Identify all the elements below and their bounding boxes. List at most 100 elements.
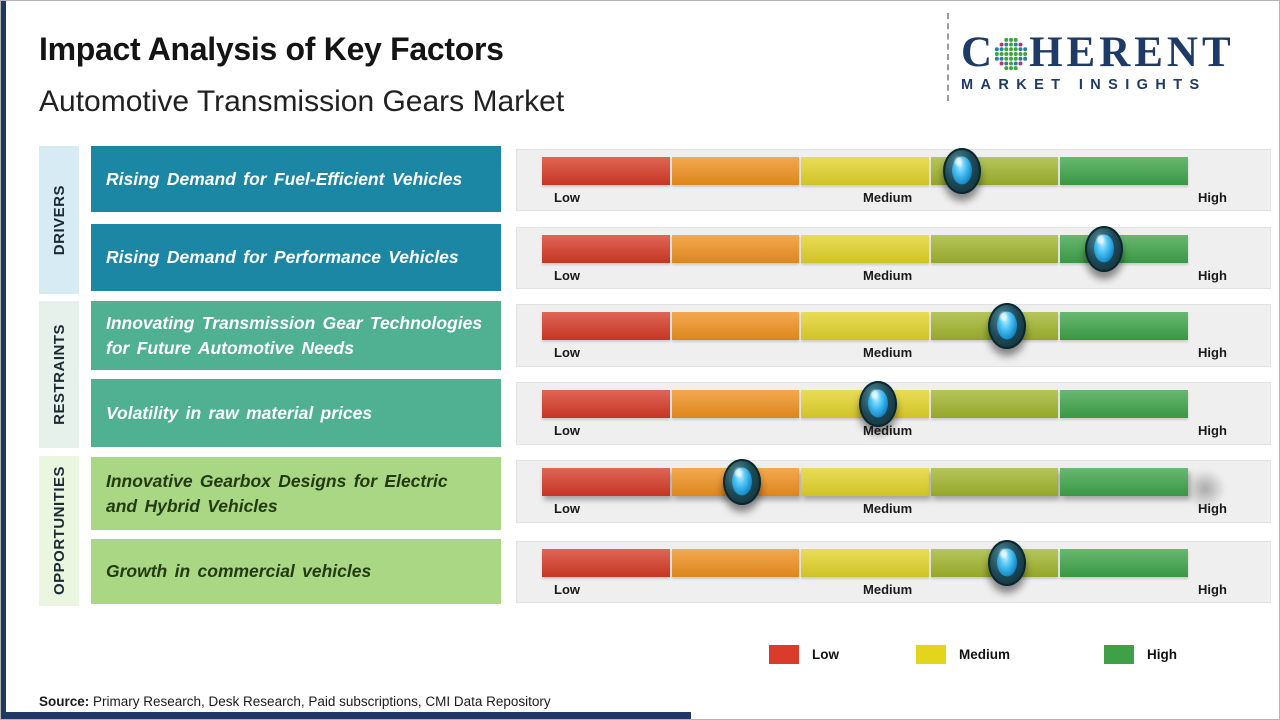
legend-swatch-high [1104, 645, 1134, 664]
scale-ticks: Low Medium High [542, 501, 1227, 519]
group-label: DRIVERS [50, 184, 68, 256]
factor-box: Innovative Gearbox Designs for Electric … [91, 457, 501, 530]
tick-medium: Medium [863, 501, 913, 516]
factor-box: Rising Demand for Performance Vehicles [91, 224, 501, 291]
legend-item-medium: Medium [916, 645, 1010, 664]
bar-segment-high [1060, 312, 1188, 340]
bar-segment-low [542, 235, 670, 263]
group-label: RESTRAINTS [50, 324, 68, 425]
impact-scale-bar [542, 148, 1188, 194]
group-tab-restraints: RESTRAINTS [39, 301, 79, 448]
tick-medium: Medium [863, 268, 913, 283]
source-note: Source: Primary Research, Desk Research,… [39, 694, 551, 709]
group-tab-drivers: DRIVERS [39, 146, 79, 294]
impact-scale-bar [542, 381, 1188, 427]
logo-divider [947, 13, 949, 101]
bar-segment-low [542, 468, 670, 496]
bar-segment-mid [801, 312, 929, 340]
impact-scale-bar [542, 459, 1188, 505]
bar-segment-low-mid [671, 235, 800, 263]
bar-segment-low-mid [671, 390, 800, 418]
brand-letters-rest: HERENT [1029, 29, 1235, 76]
tick-high: High [1198, 582, 1227, 597]
bar-segment-high [1060, 549, 1188, 577]
tick-low: Low [554, 582, 580, 597]
scale-ticks: Low Medium High [542, 268, 1227, 286]
tick-high: High [1198, 345, 1227, 360]
legend-swatch-medium [916, 645, 946, 664]
impact-scale-panel: Low Medium High [516, 226, 1271, 289]
tick-low: Low [554, 423, 580, 438]
factor-box: Volatility in raw material prices [91, 379, 501, 447]
tick-low: Low [554, 345, 580, 360]
factor-box: Innovating Transmission Gear Technologie… [91, 301, 501, 370]
bar-segment-low [542, 549, 670, 577]
marker-sphere-icon [1085, 226, 1124, 272]
source-prefix: Source: [39, 694, 90, 709]
impact-scale-bar [542, 226, 1188, 272]
bar-segment-low-mid [671, 157, 800, 185]
marker-sphere-icon [723, 459, 762, 505]
brand-letter-c: C [961, 29, 993, 76]
scale-ticks: Low Medium High [542, 582, 1227, 600]
bar-drop-shadow [1184, 469, 1226, 509]
scale-ticks: Low Medium High [542, 423, 1227, 441]
bar-segment-mid [801, 468, 929, 496]
page-subtitle: Automotive Transmission Gears Market [39, 85, 565, 118]
globe-icon [994, 37, 1028, 70]
impact-scale-panel: Low Medium High [516, 381, 1271, 445]
group-label: OPPORTUNITIES [50, 466, 68, 596]
bar-segment-mid [801, 157, 929, 185]
legend: Low Medium High [1, 645, 1279, 671]
tick-high: High [1198, 190, 1227, 205]
legend-label: Medium [959, 647, 1011, 662]
bar-segment-low [542, 312, 670, 340]
impact-scale-panel: Low Medium High [516, 148, 1271, 211]
brand-logo: C HERENT MARKET INSIGHTS [961, 31, 1235, 93]
impact-scale-panel: Low Medium High [516, 459, 1271, 523]
impact-scale-panel: Low Medium High [516, 303, 1271, 367]
scale-ticks: Low Medium High [542, 190, 1227, 208]
factor-label: Volatility in raw material prices [106, 402, 373, 423]
bar-segment-mid-high [930, 390, 1059, 418]
tick-medium: Medium [863, 423, 913, 438]
source-text: Primary Research, Desk Research, Paid su… [89, 694, 551, 709]
group-tab-opportunities: OPPORTUNITIES [39, 456, 79, 606]
tick-low: Low [554, 268, 580, 283]
tick-medium: Medium [863, 582, 913, 597]
legend-label: Low [812, 647, 839, 662]
legend-item-high: High [1104, 645, 1177, 664]
bottom-accent-bar [1, 712, 691, 719]
tick-high: High [1198, 423, 1227, 438]
factor-box: Rising Demand for Fuel-Efficient Vehicle… [91, 146, 501, 212]
bar-segment-low-mid [671, 312, 800, 340]
page-title: Impact Analysis of Key Factors [39, 31, 504, 67]
brand-wordmark: C HERENT [961, 31, 1235, 74]
tick-medium: Medium [863, 190, 913, 205]
impact-scale-panel: Low Medium High [516, 540, 1271, 603]
factor-label: Innovating Transmission Gear Technologie… [106, 313, 483, 358]
factor-label: Innovative Gearbox Designs for Electric … [106, 471, 448, 516]
bar-segment-low [542, 390, 670, 418]
bar-segment-mid-high [930, 235, 1059, 263]
marker-sphere-icon [988, 303, 1027, 349]
tick-high: High [1198, 268, 1227, 283]
tick-low: Low [554, 190, 580, 205]
factor-label: Rising Demand for Fuel-Efficient Vehicle… [106, 168, 463, 189]
bar-segment-mid [801, 549, 929, 577]
legend-swatch-low [769, 645, 799, 664]
legend-label: High [1147, 647, 1177, 662]
bar-segment-low [542, 157, 670, 185]
tick-medium: Medium [863, 345, 913, 360]
marker-sphere-icon [942, 148, 981, 194]
bar-segment-mid-high [930, 468, 1059, 496]
bar-segment-low-mid [671, 549, 800, 577]
impact-scale-bar [542, 540, 1188, 586]
legend-item-low: Low [769, 645, 839, 664]
factor-label: Growth in commercial vehicles [106, 561, 372, 582]
marker-sphere-icon [988, 540, 1027, 586]
factor-label: Rising Demand for Performance Vehicles [106, 247, 459, 268]
left-accent-stripe [1, 1, 6, 719]
tick-low: Low [554, 501, 580, 516]
